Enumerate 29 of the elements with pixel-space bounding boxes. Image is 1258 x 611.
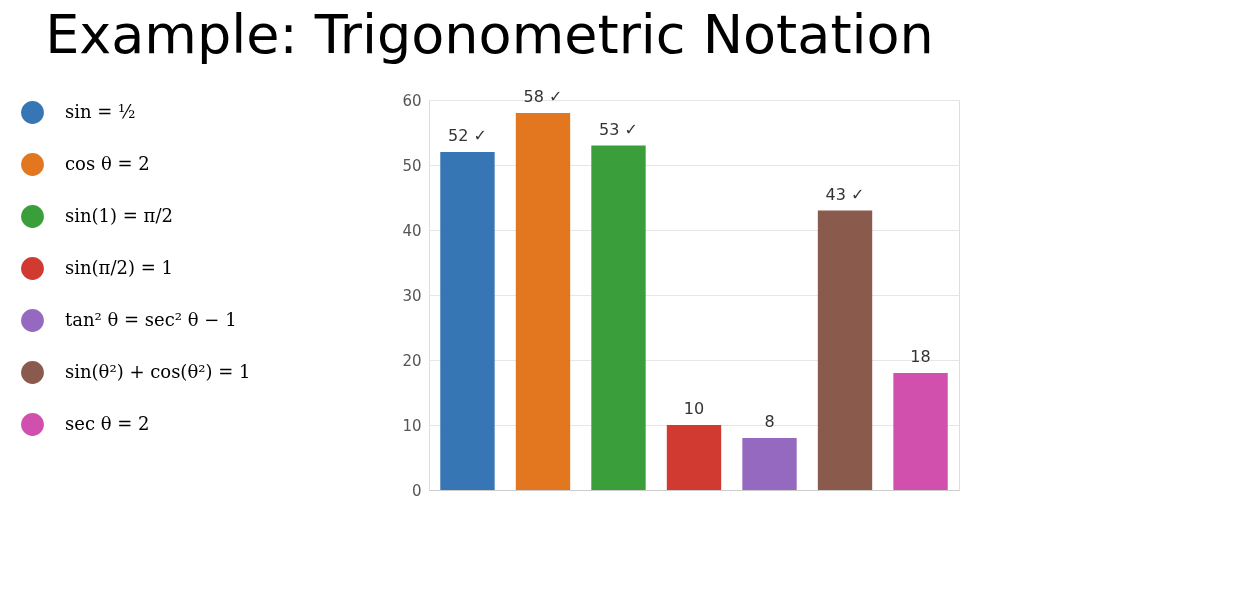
data-label: 18 [910,347,931,366]
data-label: 43 ✓ [825,184,865,204]
data-label: 8 [764,412,775,431]
y-tick-label: 10 [402,416,422,435]
bar [666,425,722,490]
bar [515,113,571,490]
bar [742,438,797,490]
y-tick-label: 30 [402,286,422,305]
bar [440,152,495,490]
legend-label: sin(θ²) + cos(θ²) = 1 [65,360,251,382]
y-tick-label: 40 [402,221,422,240]
y-tick-label: 60 [402,91,422,110]
y-tick-label: 20 [402,351,422,370]
legend-label: tan² θ = sec² θ − 1 [65,308,237,330]
legend-label: sec θ = 2 [65,412,150,434]
data-label: 58 ✓ [523,87,563,106]
bar [817,210,873,490]
legend-label: sin(1) = π/2 [65,204,173,226]
data-label: 52 ✓ [448,126,487,145]
y-tick-label: 0 [411,481,422,500]
bar [591,145,646,490]
legend-label: sin = ½ [65,100,136,122]
y-tick-label: 50 [402,156,422,175]
legend-label: cos θ = 2 [65,152,150,174]
legend-label: sin(π/2) = 1 [65,256,173,278]
chart-title: Example: Trigonometric Notation [45,3,934,66]
data-label: 53 ✓ [599,119,638,139]
data-label: 10 [683,399,705,418]
bar [893,373,948,490]
